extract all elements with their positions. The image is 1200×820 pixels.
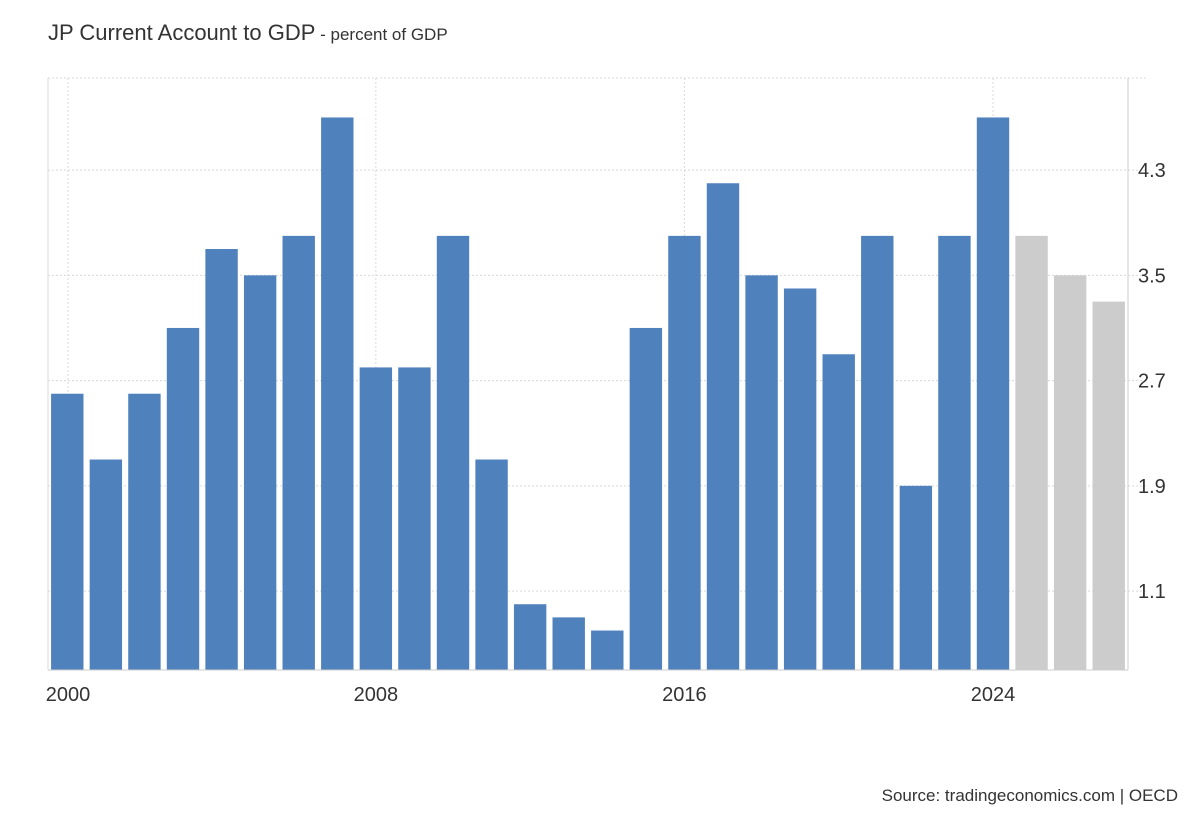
- bar-2008: [359, 367, 393, 670]
- bar-2023: [938, 235, 971, 670]
- bar-2002: [128, 393, 161, 670]
- y-tick-label-4.3: 4.3: [1138, 160, 1166, 182]
- source-credit: Source: tradingeconomics.com | OECD: [881, 786, 1178, 805]
- y-tick-label-3.5: 3.5: [1138, 265, 1166, 287]
- bar-2020: [822, 354, 855, 670]
- bar-2010: [436, 235, 470, 670]
- bar-2014: [591, 630, 624, 670]
- y-tick-label-1.9: 1.9: [1138, 476, 1166, 498]
- chart-subtitle: percent of GDP: [330, 25, 448, 44]
- bar-2015: [629, 327, 663, 670]
- x-tick-label-2008: 2008: [354, 684, 399, 706]
- bar-2019: [783, 288, 817, 670]
- bar-2017: [706, 183, 740, 670]
- bar-2004: [205, 249, 238, 670]
- chart-title: JP Current Account to GDP - percent of G…: [48, 20, 448, 46]
- bars: [51, 117, 1125, 670]
- axes: [47, 78, 1129, 671]
- bar-2012: [513, 604, 547, 670]
- bar-2011: [475, 459, 508, 670]
- bar-2024: [976, 117, 1010, 670]
- bar-2001: [89, 459, 123, 670]
- forecast-bar-2026: [1053, 275, 1087, 670]
- bar-2007: [321, 117, 354, 670]
- bar-2016: [668, 235, 701, 670]
- bar-2000: [51, 393, 84, 670]
- x-tick-label-2016: 2016: [662, 684, 707, 706]
- forecast-bar-2027: [1092, 301, 1125, 670]
- bar-2022: [899, 485, 933, 670]
- bar-2018: [745, 275, 778, 670]
- forecast-bar-2025: [1015, 235, 1048, 670]
- x-tick-label-2024: 2024: [971, 684, 1016, 706]
- bar-2021: [861, 235, 894, 670]
- bar-2006: [282, 235, 315, 670]
- chart-title-main: JP Current Account to GDP: [48, 20, 316, 45]
- bar-2005: [243, 275, 277, 670]
- bar-2009: [398, 367, 431, 670]
- y-tick-label-1.1: 1.1: [1138, 581, 1166, 603]
- y-tick-label-2.7: 2.7: [1138, 371, 1166, 393]
- bar-2013: [552, 617, 585, 670]
- tick-labels: 1.1 1.9 2.7 3.5 4.3 2000 2008 2016 2024: [46, 160, 1166, 706]
- chart-title-separator: -: [315, 25, 331, 44]
- x-tick-label-2000: 2000: [46, 684, 91, 706]
- bar-2003: [166, 327, 200, 670]
